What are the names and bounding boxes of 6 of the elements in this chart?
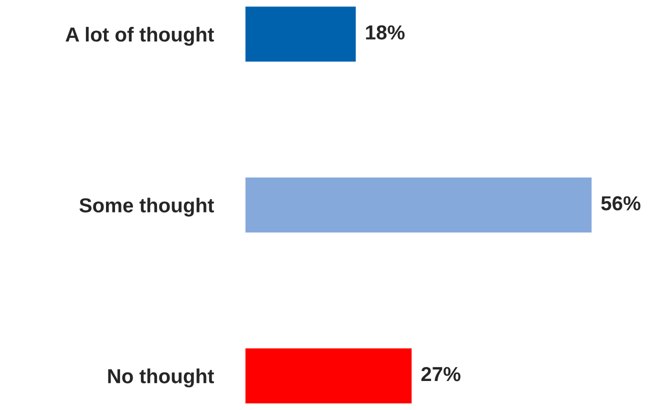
- y-tick-label: No thought: [108, 368, 214, 388]
- y-tick-label: Some thought: [79, 198, 214, 217]
- y-tick-label: A lot of thought: [66, 26, 214, 46]
- data-label: 56%: [601, 196, 640, 210]
- data-label: 27%: [421, 366, 460, 382]
- data-label: 18%: [366, 25, 405, 40]
